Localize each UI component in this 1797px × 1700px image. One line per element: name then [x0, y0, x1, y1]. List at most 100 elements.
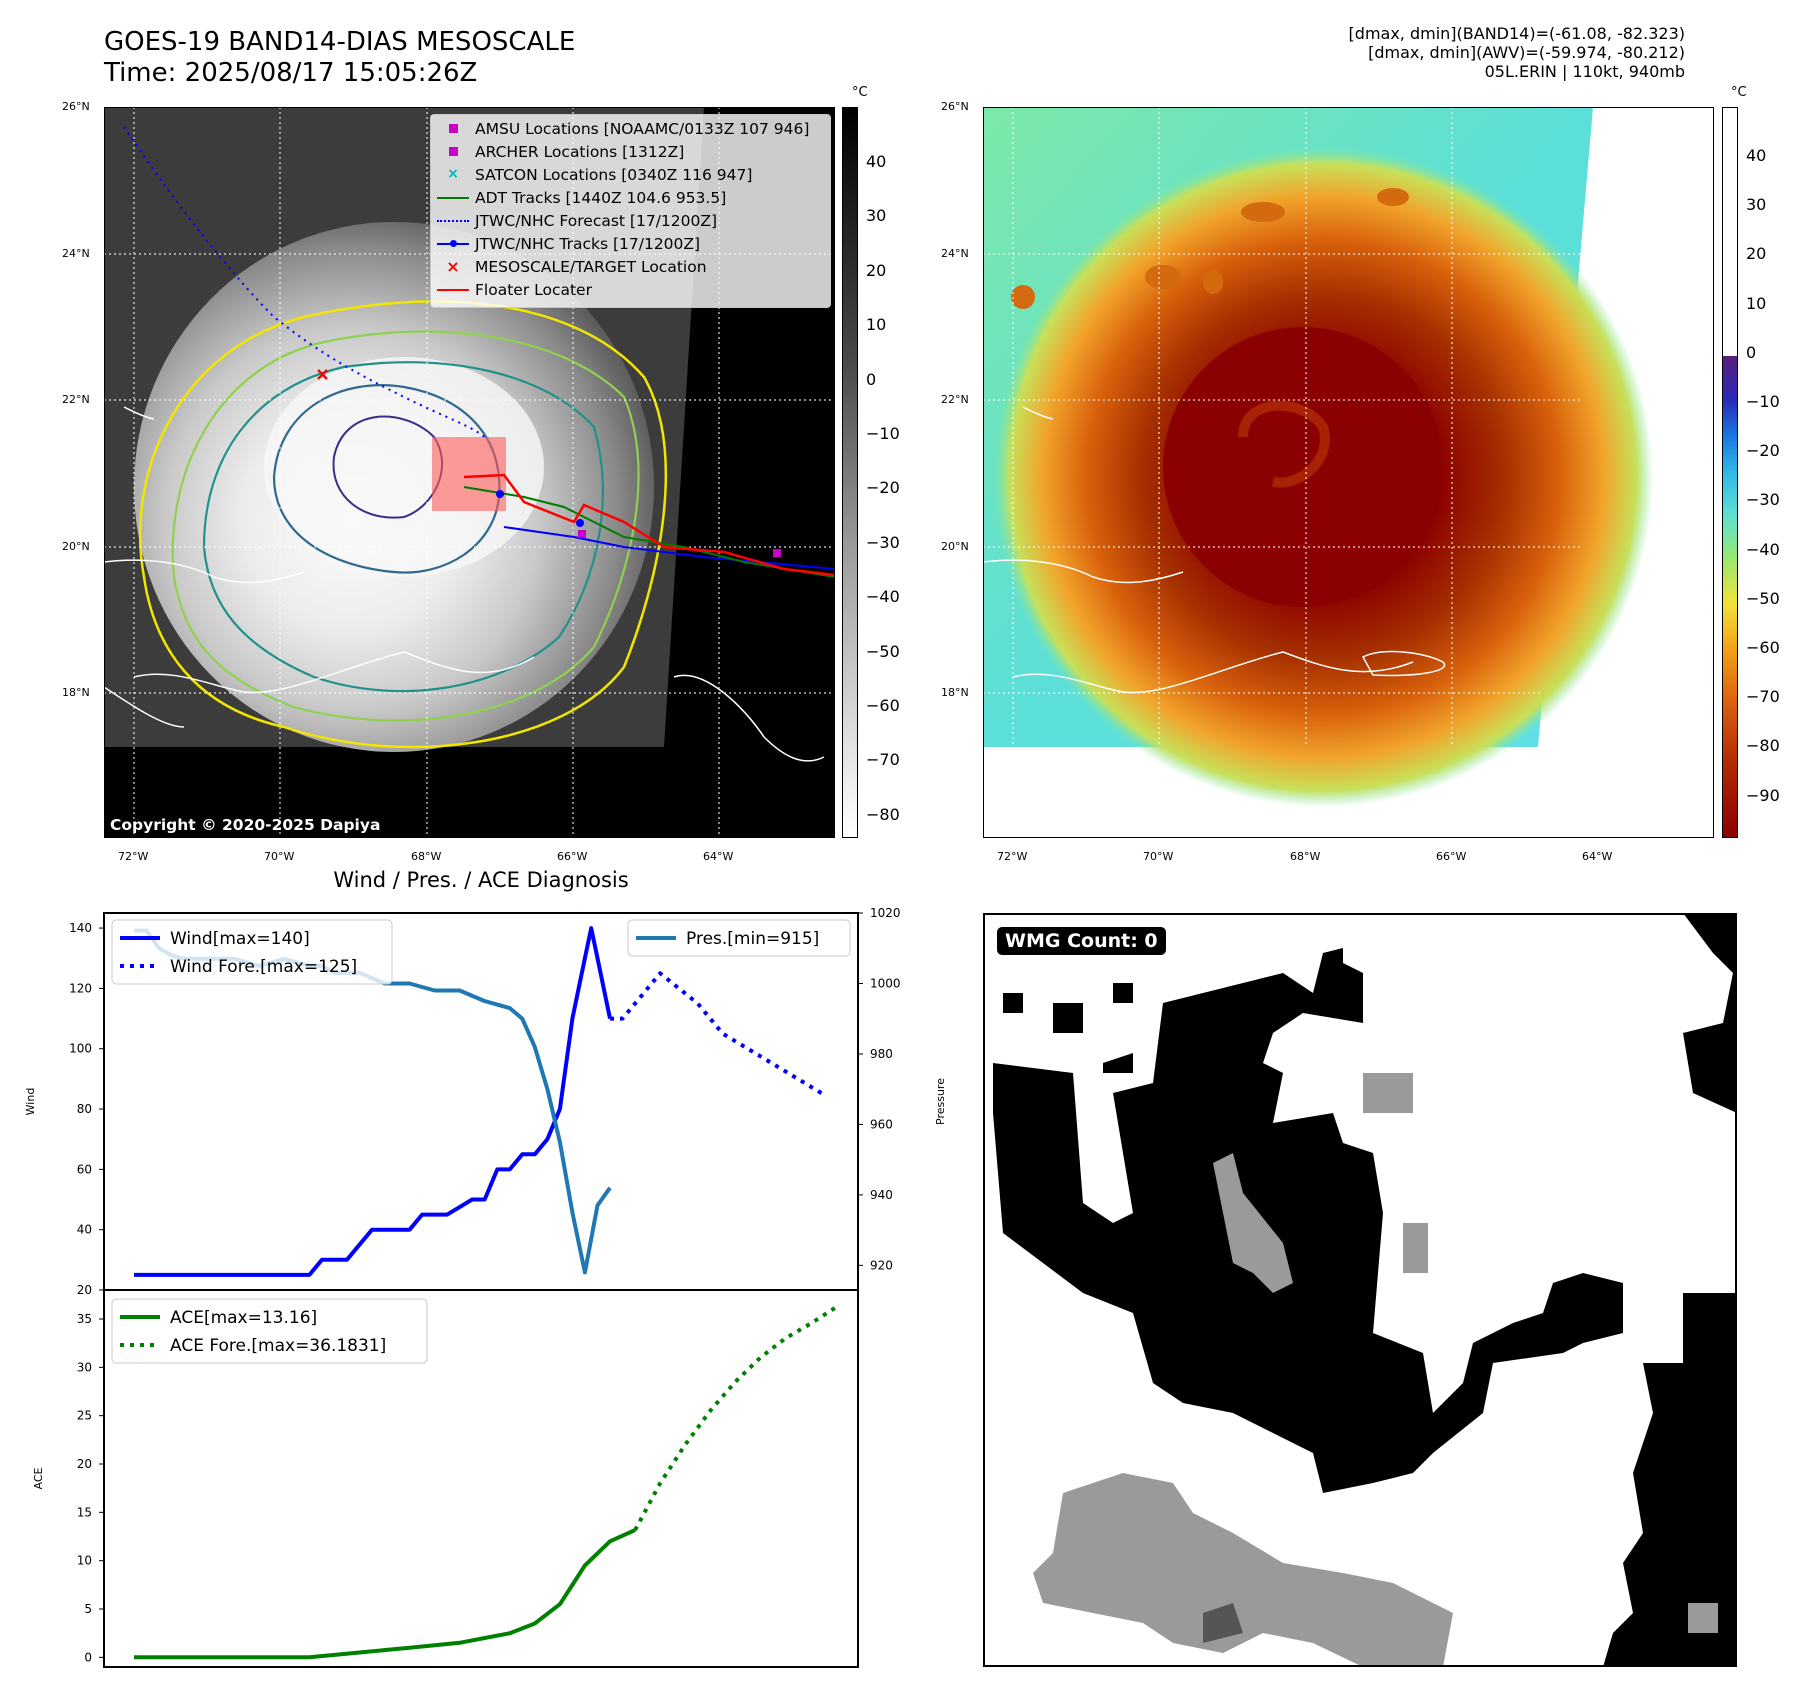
contour-outer	[139, 300, 668, 749]
archer-marker	[578, 530, 586, 538]
ir-colorbar-tick: −60	[866, 696, 900, 715]
wind-tick-label: 60	[77, 1162, 92, 1176]
ir-colorbar-unit: °C	[852, 85, 868, 100]
wind-pressure-chart: 2040608010012014092094096098010001020051…	[24, 906, 947, 1668]
lat-label-right: 18°N	[941, 686, 969, 699]
title-line-1: GOES-19 BAND14-DIAS MESOSCALE	[104, 27, 576, 57]
ir-colorbar-tick: −10	[866, 424, 900, 443]
cold-cloud-core	[1163, 327, 1443, 607]
color-colorbar-tick: −10	[1746, 392, 1780, 411]
lon-label-left: 66°W	[557, 850, 588, 863]
wind-tick-label: 100	[69, 1042, 92, 1056]
lat-label-right: 24°N	[941, 247, 969, 260]
legend-item: × MESOSCALE/TARGET Location	[446, 257, 707, 276]
color-colorbar-tick: −80	[1746, 736, 1780, 756]
color-colorbar-tick: 0	[1746, 342, 1757, 362]
wmg-dark-regions	[1203, 1603, 1243, 1643]
lon-label-left: 64°W	[703, 850, 734, 863]
wind-tick-label: 140	[69, 921, 92, 935]
legend-item: ADT Tracks [1440Z 104.6 953.5]	[431, 186, 830, 209]
lat-label-right: 26°N	[941, 100, 969, 113]
amsu-marker	[773, 549, 781, 557]
ir-colorbar-tick: 40	[866, 152, 887, 171]
ir-colorbar-tick: 30	[866, 206, 887, 226]
contour-2	[171, 330, 640, 722]
color-coastlines	[982, 406, 1446, 694]
jtwc-track	[503, 526, 836, 570]
pressure-legend	[627, 919, 851, 957]
lon-label-right: 68°W	[1290, 850, 1321, 863]
ace-tick-label: 15	[77, 1505, 92, 1519]
lon-label-left: 70°W	[264, 850, 295, 863]
ace-tick-label: 20	[77, 1457, 92, 1471]
ir-colorbar-tick: 0	[866, 369, 877, 389]
pressure-tick-label: 960	[870, 1117, 893, 1131]
legend-item: Floater Locater	[431, 278, 830, 301]
lat-label-left: 20°N	[62, 540, 90, 553]
ace-chart-frame	[103, 1289, 859, 1668]
coastlines	[103, 406, 825, 762]
series-line-wind	[134, 926, 612, 1277]
ir-colorbar	[842, 107, 858, 838]
lon-label-right: 70°W	[1143, 850, 1174, 863]
wmg-frame	[983, 913, 1737, 1667]
series-line-ace	[134, 1528, 636, 1660]
figure-title: GOES-19 BAND14-DIAS MESOSCALE Time: 2025…	[104, 27, 575, 89]
lat-label-right: 20°N	[941, 540, 969, 553]
pressure-tick-label: 940	[870, 1188, 893, 1202]
info-line-2: [dmax, dmin](AWV)=(-59.974, -80.212)	[1368, 43, 1685, 62]
ir-colorbar-tick: −20	[866, 478, 900, 498]
lat-label-right: 22°N	[941, 393, 969, 406]
cloud-cells	[1011, 188, 1409, 309]
color-colorbar-tick: −40	[1746, 539, 1780, 559]
pressure-axis-label: Pressure	[934, 1078, 947, 1125]
wind-tick-label: 120	[69, 981, 92, 995]
color-map-frame	[983, 107, 1714, 838]
legend-label: Wind Fore.[max=125]	[170, 957, 357, 977]
wmg-panel	[983, 913, 1737, 1667]
pressure-tick-label: 1000	[870, 976, 901, 990]
ir-colorbar-tick: −30	[866, 532, 900, 552]
ace-tick-label: 0	[84, 1650, 92, 1664]
ir-map-panel: Copyright © 2020-2025 Dapiya AMSU Locati…	[103, 107, 836, 838]
ir-colorbar-tick: −40	[866, 587, 900, 607]
wind-axis-label: Wind	[24, 1088, 37, 1116]
wmg-black-regions	[993, 913, 1737, 1667]
ace-axis-label: ACE	[32, 1467, 45, 1489]
color-colorbar-tick: −50	[1746, 588, 1780, 608]
color-colorbar-tick: 10	[1746, 293, 1767, 313]
wmg-count-badge: WMG Count: 0	[997, 927, 1166, 955]
lon-label-right: 72°W	[997, 850, 1028, 863]
wind-tick-label: 20	[77, 1283, 92, 1297]
legend-item: ARCHER Locations [1312Z]	[431, 140, 830, 163]
legend-item: JTWC/NHC Forecast [17/1200Z]	[431, 209, 830, 232]
wmg-gray-regions	[1033, 1073, 1718, 1667]
ir-map-frame	[104, 107, 835, 838]
lat-label-left: 22°N	[62, 393, 90, 406]
color-colorbar-tick: 20	[1746, 244, 1767, 264]
ace-tick-label: 30	[77, 1360, 92, 1374]
pressure-tick-label: 1020	[870, 906, 901, 920]
contour-3	[202, 361, 604, 693]
storm-core	[264, 357, 544, 577]
title-line-2: Time: 2025/08/17 15:05:26Z	[104, 58, 478, 88]
color-colorbar	[1722, 107, 1738, 838]
target-marker	[317, 369, 328, 380]
floater-track	[463, 473, 836, 577]
info-line-1: [dmax, dmin](BAND14)=(-61.08, -82.323)	[1348, 24, 1685, 43]
series-line-wind-fore-	[610, 971, 824, 1096]
color-colorbar-tick: −60	[1746, 638, 1780, 657]
lat-label-left: 24°N	[62, 247, 90, 260]
legend-label: Wind[max=140]	[170, 929, 310, 949]
color-colorbar-tick: −90	[1746, 785, 1780, 805]
legend-label: ACE[max=13.16]	[170, 1308, 317, 1328]
info-line-3: 05L.ERIN | 110kt, 940mb	[1484, 62, 1685, 81]
info-block: [dmax, dmin](BAND14)=(-61.08, -82.323) […	[1349, 24, 1685, 81]
color-colorbar-tick: −20	[1746, 441, 1780, 461]
color-map	[982, 107, 1714, 838]
legend-label: ACE Fore.[max=36.1831]	[170, 1336, 386, 1356]
jtwc-point	[496, 490, 504, 498]
ir-colorbar-tick: 10	[866, 315, 887, 335]
color-map-gridlines	[983, 107, 1583, 747]
map-gridlines	[104, 107, 835, 838]
